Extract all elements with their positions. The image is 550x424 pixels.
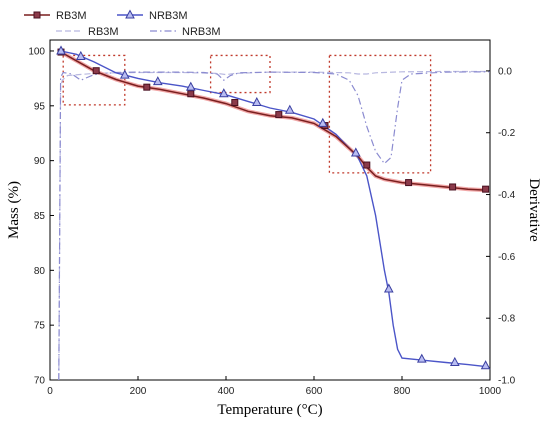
legend-swatch-marker	[125, 9, 135, 19]
left-y-axis-title: Mass (%)	[6, 181, 22, 239]
right-y-tick-label: -0.6	[498, 252, 516, 263]
left-y-tick-label: 90	[34, 156, 46, 167]
marker-layer	[56, 45, 491, 370]
x-tick-label: 600	[306, 386, 323, 397]
right-y-tick-label: -0.8	[498, 314, 516, 325]
series-line-rb3m-derivative	[58, 70, 490, 380]
data-point-nrb3m	[383, 283, 394, 293]
data-point-nrb3m	[317, 117, 328, 127]
legend-item: RB3M	[56, 26, 119, 38]
legend-item: RB3M	[24, 10, 87, 22]
data-point-nrb3m	[251, 96, 262, 107]
x-tick-label: 200	[130, 386, 147, 397]
legend: RB3M NRB3M RB3M NRB3M	[24, 9, 221, 38]
data-point-nrb3m	[449, 356, 460, 366]
left-y-tick-label: 85	[34, 211, 46, 222]
legend-label: NRB3M	[149, 10, 188, 22]
data-point-rb3m	[405, 179, 413, 187]
legend-label: RB3M	[56, 10, 87, 22]
data-point-nrb3m	[218, 88, 229, 98]
plot-frame	[49, 39, 491, 381]
legend-label: RB3M	[88, 26, 119, 38]
x-tick-label: 0	[47, 386, 53, 397]
x-tick-label: 400	[218, 386, 235, 397]
right-y-axis-title: Derivative	[526, 178, 542, 242]
data-point-rb3m	[92, 67, 100, 75]
right-y-tick-label: -0.4	[498, 190, 516, 201]
data-point-nrb3m	[119, 69, 130, 79]
data-point-rb3m	[482, 185, 490, 193]
axes: 0 200 400 600 800 1000 70 75 80 85 90 95 100 0.0 -0.2 -…	[28, 46, 515, 397]
left-y-tick-label: 75	[34, 321, 46, 332]
right-y-tick-label: -0.2	[498, 128, 516, 139]
dotted-highlight-box	[328, 54, 432, 174]
left-y-tick-label: 80	[34, 266, 46, 277]
left-y-tick-label: 95	[34, 101, 46, 112]
left-y-tick-label: 100	[28, 46, 45, 57]
data-point-rb3m	[275, 111, 283, 119]
data-point-nrb3m	[416, 353, 427, 363]
data-point-rb3m	[187, 90, 195, 98]
data-point-nrb3m	[185, 81, 196, 91]
legend-swatch-marker	[33, 11, 41, 19]
data-point-nrb3m	[152, 76, 163, 86]
data-point-nrb3m	[284, 104, 295, 114]
dotted-highlight-box	[209, 54, 271, 94]
right-y-tick-label: -1.0	[498, 376, 516, 387]
data-point-nrb3m	[75, 50, 86, 60]
data-point-rb3m	[363, 161, 371, 169]
x-axis-title: Temperature (°C)	[217, 402, 322, 418]
data-point-nrb3m	[480, 360, 491, 370]
left-y-tick-label: 70	[34, 376, 46, 387]
x-tick-label: 800	[394, 386, 411, 397]
legend-item: NRB3M	[117, 9, 188, 22]
data-point-rb3m	[143, 83, 151, 91]
x-tick-label: 1000	[479, 386, 502, 397]
data-point-rb3m	[449, 183, 457, 191]
data-point-rb3m	[231, 99, 239, 107]
legend-item: NRB3M	[150, 26, 221, 38]
series-line-nrb3m-derivative	[58, 71, 490, 380]
right-y-tick-label: 0.0	[498, 66, 512, 77]
data-point-nrb3m	[56, 45, 66, 55]
data-point-nrb3m	[350, 147, 361, 157]
legend-label: NRB3M	[182, 26, 221, 38]
